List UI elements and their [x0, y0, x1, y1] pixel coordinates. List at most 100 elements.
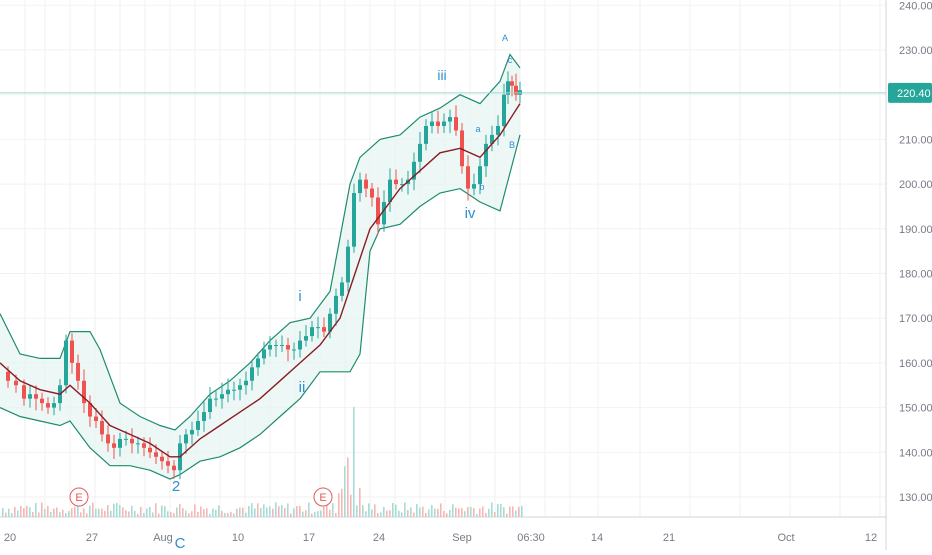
candles: [6, 71, 522, 480]
volume-bar: [407, 509, 409, 517]
volume-bar: [35, 502, 37, 517]
volume-bar: [254, 508, 256, 517]
volume-bar: [419, 507, 421, 517]
price-axis-label: 140.00: [899, 447, 932, 459]
volume-bar: [74, 506, 76, 517]
candle-body: [46, 403, 50, 408]
volume-bar: [104, 510, 106, 517]
price-axis-label: 170.00: [899, 313, 932, 325]
volume-bar: [389, 510, 391, 517]
volume-bar: [14, 506, 16, 517]
volume-bar: [137, 513, 139, 517]
wave-label: 2: [172, 478, 180, 495]
time-axis-label: 06:30: [517, 532, 545, 544]
volume-bar: [101, 508, 103, 517]
volume-bar: [500, 503, 502, 517]
candle-body: [202, 412, 206, 422]
volume-bar: [437, 508, 439, 517]
volume-bar: [215, 509, 217, 517]
price-axis-label: 200.00: [899, 179, 932, 191]
volume-bar: [323, 506, 325, 517]
volume-bar: [425, 512, 427, 517]
candle-body: [316, 327, 320, 329]
volume-bar: [200, 506, 202, 517]
volume-bar: [401, 512, 403, 517]
volume-bar: [266, 507, 268, 517]
wave-label: a: [475, 124, 480, 134]
candle-body: [490, 134, 494, 144]
volume-bar: [332, 503, 334, 517]
candle-body: [160, 456, 164, 462]
candle-body: [514, 85, 518, 95]
volume-bar: [50, 511, 52, 517]
candle-body: [256, 358, 260, 368]
candle-body: [412, 161, 416, 180]
price-axis-label: 240.00: [899, 0, 932, 12]
candle-body: [196, 421, 200, 430]
time-axis-label: Sep: [452, 532, 472, 544]
volume-bar: [446, 513, 448, 517]
volume-bar: [404, 502, 406, 517]
volume-bar: [11, 513, 13, 517]
volume-bar: [311, 513, 313, 517]
volume-bar: [20, 506, 22, 517]
volume-bar: [497, 503, 499, 517]
candle-body: [298, 340, 302, 350]
volume-bar: [26, 505, 28, 517]
candle-body: [388, 179, 392, 202]
candle-body: [88, 403, 92, 417]
candle-body: [34, 394, 38, 399]
volume-bar: [23, 508, 25, 517]
wave-label: iii: [437, 67, 446, 83]
volume-bar: [413, 512, 415, 517]
candle-body: [70, 340, 74, 363]
earnings-marker-label: E: [75, 492, 82, 504]
volume-bars: [2, 407, 523, 517]
volume-bar: [140, 506, 142, 517]
volume-bar: [122, 507, 124, 517]
volume-bar: [164, 506, 166, 517]
volume-bar: [251, 503, 253, 517]
volume-bar: [176, 507, 178, 517]
candle-body: [226, 389, 230, 395]
candle-body: [220, 394, 224, 399]
volume-bar: [143, 512, 145, 517]
volume-bar: [128, 511, 130, 517]
volume-bar: [146, 508, 148, 517]
time-axis-label: 24: [373, 532, 385, 544]
volume-bar: [194, 504, 196, 517]
volume-bar: [98, 508, 100, 517]
candle-body: [14, 380, 18, 386]
volume-bar: [92, 502, 94, 517]
wave-label: c: [508, 55, 513, 65]
earnings-marker-circle[interactable]: [313, 487, 333, 507]
wave-label: iv: [465, 205, 476, 222]
candle-body: [136, 443, 140, 445]
candle-body: [22, 385, 26, 399]
candle-body: [358, 179, 362, 194]
candle-body: [262, 349, 266, 359]
last-price-value: 220.40: [897, 88, 931, 100]
volume-bar: [338, 493, 340, 517]
volume-bar: [191, 511, 193, 517]
volume-bar: [467, 507, 469, 517]
volume-bar: [398, 510, 400, 517]
earnings-marker-circle[interactable]: [69, 487, 89, 507]
volume-bar: [422, 506, 424, 517]
candle-body: [310, 327, 314, 337]
last-price-tag[interactable]: 220.40: [888, 82, 932, 103]
volume-bar: [245, 512, 247, 517]
candle-body: [304, 336, 308, 341]
volume-bar: [8, 508, 10, 517]
volume-bar: [485, 512, 487, 517]
volume-bar: [362, 505, 364, 517]
volume-bar: [293, 508, 295, 517]
volume-bar: [53, 508, 55, 517]
volume-bar: [134, 510, 136, 517]
volume-bar: [170, 511, 172, 517]
volume-bar: [290, 513, 292, 517]
volume-bar: [305, 510, 307, 517]
